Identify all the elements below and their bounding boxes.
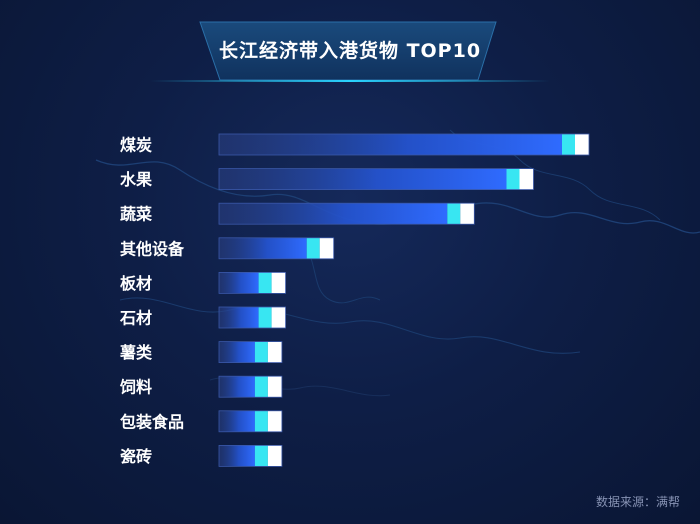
category-label: 石材 — [119, 309, 152, 328]
bar-cap-white — [575, 134, 589, 155]
bar-outline — [218, 237, 335, 260]
bar-outline — [218, 444, 283, 467]
title-banner — [150, 21, 550, 82]
category-label: 板材 — [120, 274, 152, 293]
bar-cap-cyan — [306, 237, 320, 259]
bar-cap-white — [267, 410, 282, 432]
bar-outline — [218, 168, 534, 191]
bar-outline — [218, 410, 283, 433]
bar-outline — [218, 306, 286, 329]
data-source-note: 数据来源：满帮 — [595, 495, 680, 509]
bar-cap-white — [319, 237, 334, 259]
bar-cap-cyan — [254, 410, 268, 432]
category-label: 薯类 — [119, 343, 153, 362]
category-label: 水果 — [120, 170, 152, 189]
bar-fill — [219, 168, 507, 190]
bar-cap-white — [460, 203, 475, 225]
category-label: 包装食品 — [120, 412, 184, 431]
category-label: 饲料 — [119, 378, 152, 397]
chart-title: 长江经济带入港货物 TOP10 — [218, 40, 482, 62]
bar-fill — [219, 376, 255, 398]
bar-cap-cyan — [258, 272, 272, 294]
bar-outline — [218, 375, 283, 398]
bar-cap-white — [267, 376, 282, 398]
category-label: 其他设备 — [120, 239, 185, 258]
bar-cap-cyan — [506, 168, 520, 190]
bar-cap-white — [271, 272, 286, 294]
bar-fill — [219, 410, 255, 432]
bar-cap-cyan — [562, 134, 575, 155]
bar-cap-white — [267, 341, 282, 363]
bar-fill — [219, 272, 259, 294]
bar-cap-white — [267, 445, 282, 467]
bar-cap-white — [271, 307, 286, 328]
bar-fill — [219, 307, 259, 328]
bar-fill — [219, 237, 307, 259]
bar-cap-cyan — [447, 203, 461, 225]
bar-cap-cyan — [254, 341, 268, 363]
category-label: 蔬菜 — [120, 205, 152, 224]
bar-fill — [219, 341, 255, 363]
bar-cap-cyan — [258, 307, 272, 328]
bar-fill — [219, 445, 255, 467]
category-label: 瓷砖 — [120, 447, 152, 466]
category-label: 煤炭 — [120, 136, 152, 155]
bar-cap-white — [519, 168, 534, 190]
bar-outline — [218, 133, 590, 156]
bar-outline — [218, 341, 283, 364]
bar-fill — [219, 203, 448, 225]
bar-cap-cyan — [254, 445, 268, 467]
bar-outline — [218, 202, 475, 225]
bar-cap-cyan — [254, 376, 268, 398]
bar-outline — [218, 271, 286, 294]
bar-fill — [219, 134, 562, 155]
